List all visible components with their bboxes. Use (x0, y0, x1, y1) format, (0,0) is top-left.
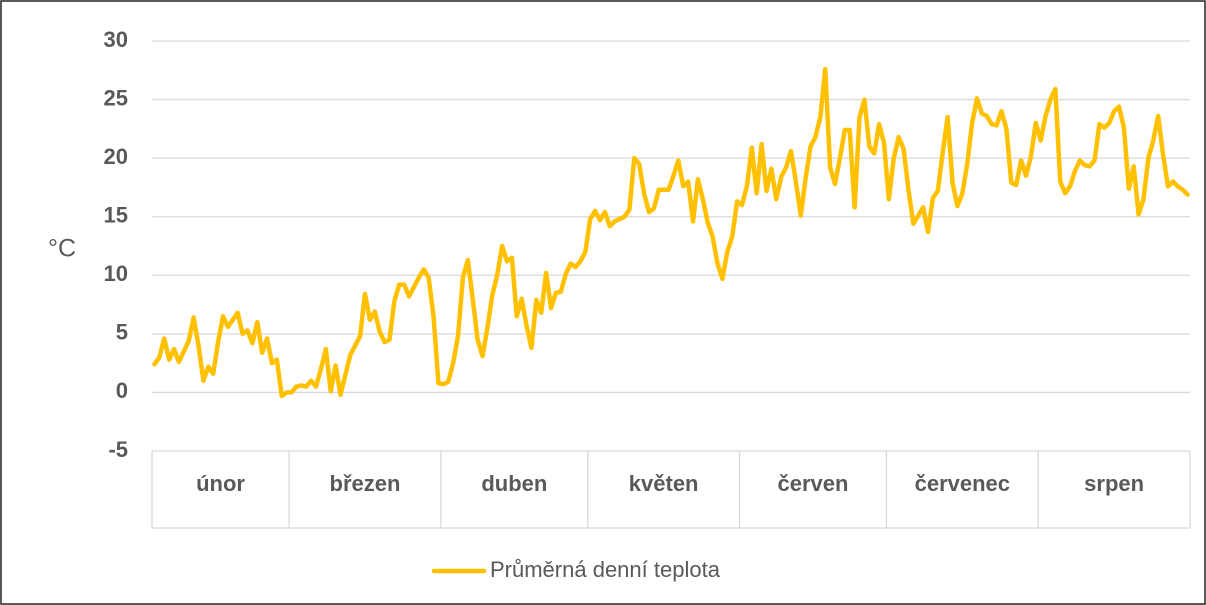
y-tick-label: 25 (104, 85, 128, 110)
x-tick-label: květen (629, 471, 699, 496)
x-tick-label: srpen (1084, 471, 1144, 496)
x-tick-label: duben (481, 471, 547, 496)
x-tick-label: červen (778, 471, 849, 496)
y-axis-label: °C (48, 235, 76, 263)
legend-label: Průměrná denní teplota (490, 557, 721, 582)
y-tick-label: -5 (108, 437, 128, 462)
y-tick-label: 0 (116, 378, 128, 403)
y-tick-label: 10 (104, 261, 128, 286)
y-tick-label: 30 (104, 27, 128, 52)
y-tick-label: 15 (104, 203, 128, 228)
y-tick-label: 20 (104, 144, 128, 169)
series-line (152, 66, 1190, 399)
x-tick-label: únor (196, 471, 245, 496)
x-tick-label: červenec (915, 471, 1010, 496)
y-tick-label: 5 (116, 320, 128, 345)
x-tick-label: březen (330, 471, 401, 496)
